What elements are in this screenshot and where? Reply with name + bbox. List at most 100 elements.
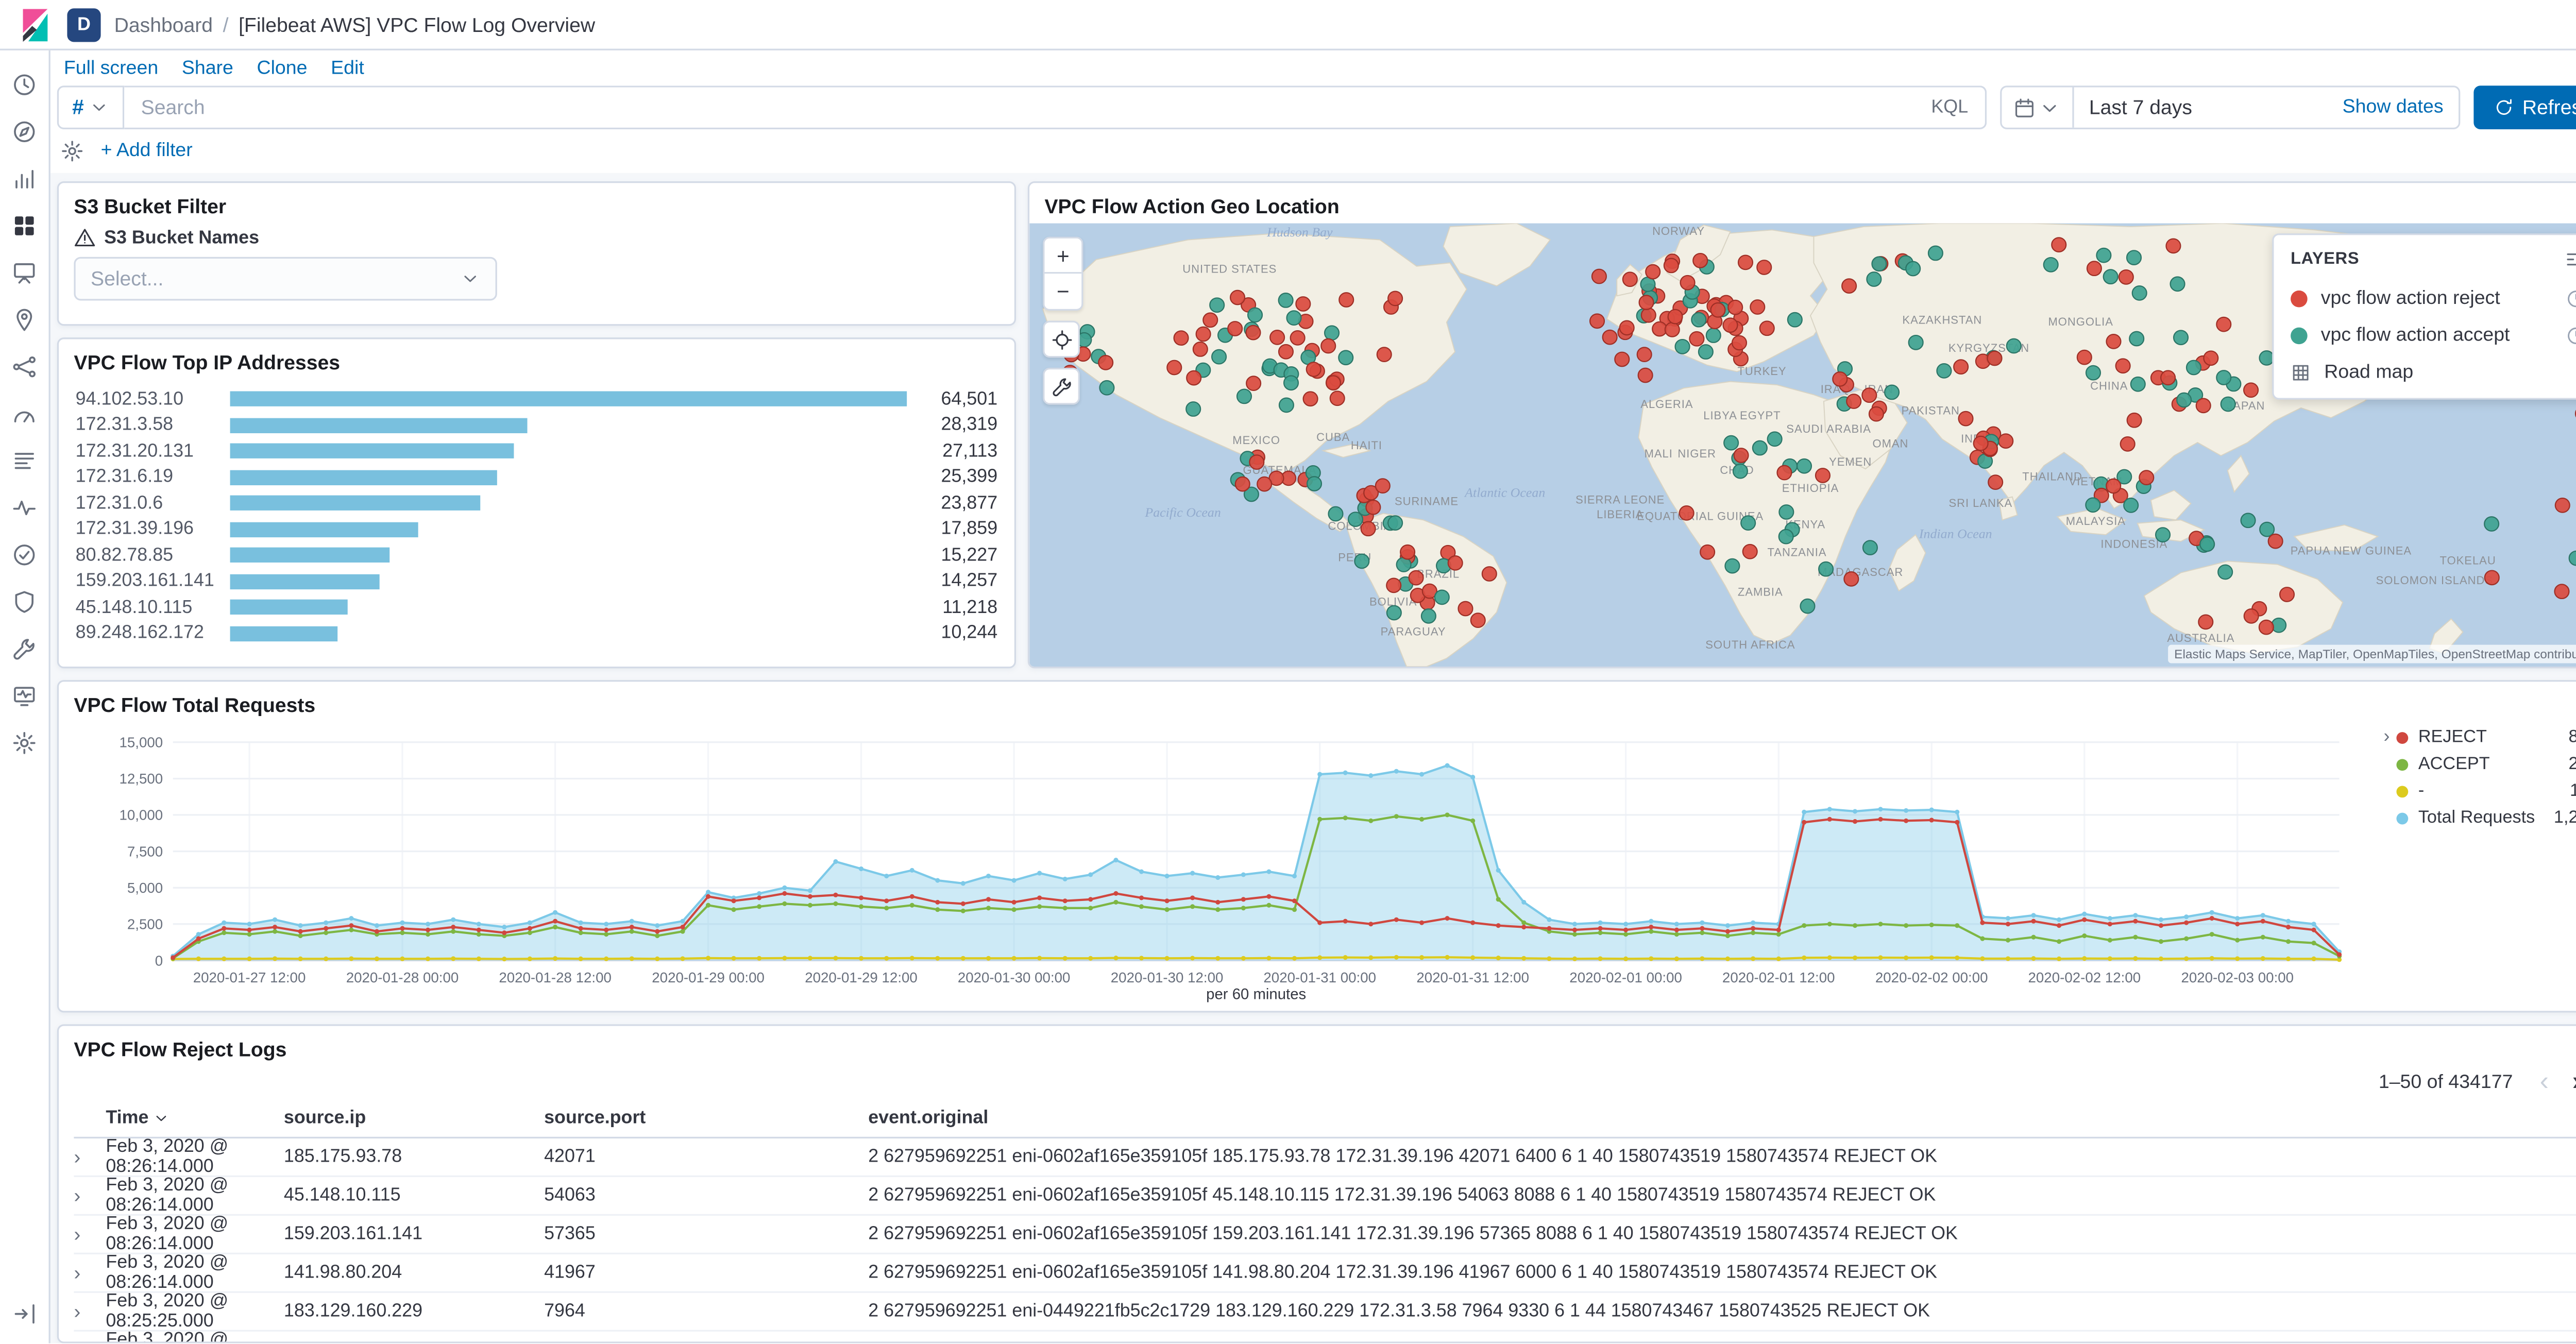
geo-point-accept[interactable] (1778, 529, 1794, 545)
time-range-label[interactable]: Last 7 days (2089, 95, 2192, 120)
next-page-button[interactable]: › (2562, 1069, 2576, 1096)
menu-link-clone[interactable]: Clone (257, 59, 308, 79)
ip-bar[interactable] (230, 469, 497, 485)
geo-point-accept[interactable] (1209, 297, 1225, 313)
geo-point-reject[interactable] (1846, 394, 1862, 409)
geo-point-reject[interactable] (2243, 608, 2259, 624)
geo-point-reject[interactable] (2051, 237, 2067, 252)
zoom-out-button[interactable]: − (1044, 274, 1082, 309)
prev-page-button[interactable]: ‹ (2530, 1069, 2558, 1096)
geo-point-accept[interactable] (1324, 325, 1340, 341)
geo-point-reject[interactable] (1958, 411, 1974, 427)
geo-point-reject[interactable] (1387, 291, 1403, 307)
legend-item[interactable]: ACCEPT 253 (2396, 752, 2576, 776)
geo-point-reject[interactable] (1458, 601, 1473, 617)
geo-point-reject[interactable] (1722, 317, 1738, 333)
geo-point-reject[interactable] (1400, 544, 1416, 560)
geo-point-reject[interactable] (1269, 330, 1285, 345)
geo-point-reject[interactable] (1447, 555, 1463, 571)
sidebar-item-metrics[interactable] (6, 396, 43, 430)
layer-item[interactable]: vpc flow action accept (2274, 317, 2576, 354)
geo-point-accept[interactable] (2006, 338, 2022, 354)
geo-point-reject[interactable] (1737, 254, 1754, 270)
geo-point-reject[interactable] (1192, 342, 1208, 357)
ip-bar[interactable] (230, 626, 338, 641)
expand-row-icon[interactable]: › (74, 1145, 81, 1169)
geo-point-accept[interactable] (2220, 396, 2236, 412)
geo-point-accept[interactable] (1723, 435, 1739, 451)
geo-point-reject[interactable] (2243, 382, 2259, 398)
sidebar-item-dashboard[interactable] (6, 208, 43, 242)
geo-point-reject[interactable] (1868, 406, 1884, 422)
geo-point-reject[interactable] (2554, 584, 2570, 600)
expand-row-icon[interactable]: › (74, 1299, 81, 1323)
dock-navigation-button[interactable] (6, 1296, 43, 1330)
geo-point-reject[interactable] (2195, 398, 2211, 414)
geo-point-reject[interactable] (1756, 260, 1772, 275)
geo-point-accept[interactable] (1796, 458, 1812, 474)
geo-point-accept[interactable] (2568, 550, 2576, 566)
add-filter-button[interactable]: + Add filter (100, 141, 193, 161)
geo-point-accept[interactable] (1243, 486, 1259, 502)
geo-point-accept[interactable] (1767, 431, 1783, 447)
geo-point-accept[interactable] (1283, 375, 1299, 391)
legend-item[interactable]: Total Requests 1,226 (2396, 806, 2576, 830)
geo-point-reject[interactable] (1166, 360, 1182, 376)
menu-link-edit[interactable]: Edit (331, 59, 364, 79)
geo-point-accept[interactable] (1818, 561, 1834, 577)
column-header-source-ip[interactable]: source.ip (283, 1108, 366, 1129)
sidebar-item-siem[interactable] (6, 584, 43, 618)
geo-point-reject[interactable] (1195, 326, 1211, 342)
geo-point-accept[interactable] (1386, 605, 1402, 621)
geo-point-accept[interactable] (1278, 397, 1294, 413)
geo-point-reject[interactable] (1589, 313, 1605, 329)
geo-point-reject[interactable] (1234, 476, 1250, 492)
geo-point-reject[interactable] (1667, 309, 1683, 325)
geo-point-reject[interactable] (1614, 351, 1630, 367)
geo-point-reject[interactable] (2554, 498, 2570, 513)
geo-point-reject[interactable] (1408, 570, 1424, 586)
sidebar-item-logs[interactable] (6, 444, 43, 477)
geo-point-reject[interactable] (1602, 329, 1618, 345)
geo-point-reject[interactable] (1278, 344, 1294, 360)
geo-point-accept[interactable] (1871, 256, 1887, 272)
geo-point-accept[interactable] (1185, 401, 1201, 417)
geo-point-reject[interactable] (1363, 485, 1379, 501)
geo-point-accept[interactable] (2217, 564, 2233, 580)
geo-point-reject[interactable] (1386, 577, 1402, 593)
sidebar-item-uptime[interactable] (6, 537, 43, 571)
sidebar-item-discover[interactable] (6, 114, 43, 148)
geo-point-reject[interactable] (1302, 391, 1318, 407)
geo-point-accept[interactable] (2199, 536, 2215, 552)
geo-point-reject[interactable] (1861, 387, 1877, 403)
geo-point-reject[interactable] (1227, 321, 1243, 336)
geo-point-accept[interactable] (1354, 553, 1370, 569)
ip-bar[interactable] (230, 443, 515, 459)
geo-point-accept[interactable] (2130, 376, 2146, 392)
sidebar-item-visualize[interactable] (6, 161, 43, 195)
geo-point-accept[interactable] (1778, 504, 1794, 520)
geo-point-reject[interactable] (1325, 375, 1342, 391)
kibana-logo[interactable] (17, 6, 54, 43)
ip-bar[interactable] (230, 417, 528, 433)
geo-point-accept[interactable] (1328, 506, 1344, 522)
search-input[interactable] (141, 95, 1918, 120)
sidebar-item-recently-viewed[interactable] (6, 67, 43, 100)
geo-point-reject[interactable] (1692, 252, 1708, 268)
geo-point-reject[interactable] (1759, 320, 1775, 336)
geo-point-reject[interactable] (2126, 412, 2142, 428)
geo-point-accept[interactable] (1724, 558, 1740, 574)
geo-point-accept[interactable] (2116, 469, 2132, 485)
zoom-in-button[interactable]: + (1044, 238, 1082, 274)
clock-icon[interactable] (2566, 326, 2576, 346)
geo-point-reject[interactable] (1306, 362, 1321, 377)
geo-point-reject[interactable] (1645, 264, 1661, 280)
expand-row-icon[interactable]: › (74, 1261, 81, 1285)
geo-point-accept[interactable] (2176, 392, 2192, 408)
geo-point-reject[interactable] (1229, 290, 1246, 305)
geo-point-reject[interactable] (1376, 347, 1392, 363)
geo-point-reject[interactable] (1320, 338, 1336, 354)
expand-row-icon[interactable]: › (74, 1184, 81, 1207)
collapse-legend-icon[interactable]: › (2383, 727, 2390, 747)
geo-point-accept[interactable] (2123, 498, 2139, 513)
